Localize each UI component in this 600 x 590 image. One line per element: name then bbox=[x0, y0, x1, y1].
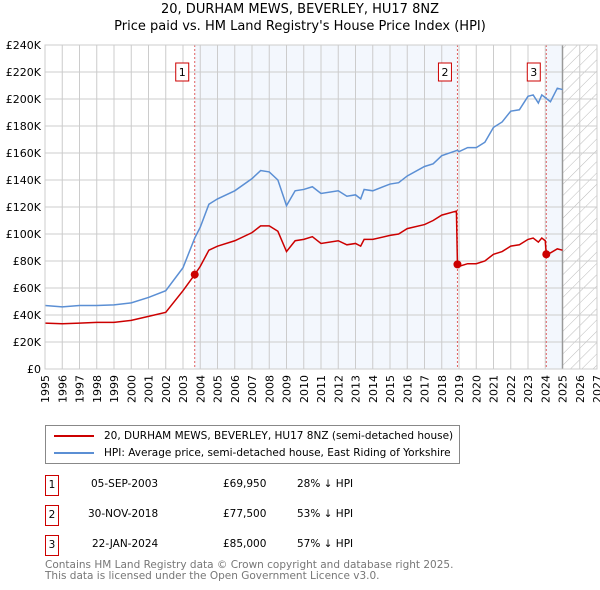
footer-line: This data is licensed under the Open Gov… bbox=[45, 570, 380, 582]
legend-label: 20, DURHAM MEWS, BEVERLEY, HU17 8NZ (sem… bbox=[104, 430, 454, 442]
sale-label-box bbox=[175, 62, 190, 82]
y-tick-label: £160K bbox=[6, 147, 42, 160]
x-tick-label: 2021 bbox=[488, 375, 501, 403]
y-tick-label: £240K bbox=[6, 39, 42, 52]
sale-date: 22-JAN-2024 bbox=[92, 538, 159, 550]
y-tick-label: £40K bbox=[13, 309, 42, 322]
y-tick-label: £20K bbox=[13, 336, 42, 349]
x-tick-label: 2023 bbox=[522, 375, 535, 403]
sale-label: 3 bbox=[530, 66, 537, 79]
x-tick-label: 2001 bbox=[143, 375, 156, 403]
x-tick-label: 2018 bbox=[436, 375, 449, 403]
chart-subtitle: Price paid vs. HM Land Registry's House … bbox=[114, 19, 486, 34]
x-tick-label: 2003 bbox=[177, 375, 190, 403]
x-tick-label: 2002 bbox=[160, 375, 173, 403]
sale-marker-label: 3 bbox=[45, 535, 59, 556]
sale-hpi: 53% ↓ HPI bbox=[297, 508, 354, 520]
x-tick-label: 2019 bbox=[453, 375, 466, 403]
y-tick-label: £80K bbox=[13, 255, 42, 268]
chart-title: 20, DURHAM MEWS, BEVERLEY, HU17 8NZ bbox=[161, 2, 439, 17]
x-tick-label: 2024 bbox=[539, 375, 552, 403]
legend: 20, DURHAM MEWS, BEVERLEY, HU17 8NZ (sem… bbox=[45, 425, 460, 464]
y-tick-label: £180K bbox=[6, 120, 42, 133]
x-tick-label: 1998 bbox=[91, 375, 104, 403]
x-tick-label: 2014 bbox=[367, 375, 380, 403]
sale-point bbox=[190, 270, 199, 279]
footer-line: Contains HM Land Registry data © Crown c… bbox=[45, 559, 454, 571]
y-tick-label: £200K bbox=[6, 93, 42, 106]
sale-row: 1 05-SEP-2003 £69,950 28% ↓ HPI bbox=[45, 475, 465, 496]
x-tick-label: 2010 bbox=[298, 375, 311, 403]
x-tick-label: 2005 bbox=[212, 375, 225, 403]
y-tick-label: £220K bbox=[6, 66, 42, 79]
y-tick-label: £120K bbox=[6, 201, 42, 214]
x-tick-label: 2025 bbox=[557, 375, 570, 403]
x-tick-label: 2004 bbox=[194, 375, 207, 403]
sale-point bbox=[453, 260, 462, 269]
sale-label: 2 bbox=[441, 66, 448, 79]
sale-row: 3 22-JAN-2024 £85,000 57% ↓ HPI bbox=[45, 535, 465, 556]
sale-marker-label: 2 bbox=[45, 505, 59, 526]
footer: Contains HM Land Registry data © Crown c… bbox=[45, 560, 453, 582]
sale-label: 1 bbox=[179, 66, 186, 79]
sale-marker-label: 1 bbox=[45, 475, 59, 496]
y-tick-label: £140K bbox=[6, 174, 42, 187]
x-tick-label: 2007 bbox=[246, 375, 259, 403]
x-tick-label: 2027 bbox=[591, 375, 600, 403]
x-tick-label: 2009 bbox=[281, 375, 294, 403]
x-tick-label: 1997 bbox=[74, 375, 87, 403]
sale-price: £85,000 bbox=[223, 538, 267, 550]
hpi-line bbox=[44, 87, 563, 308]
sale-point bbox=[542, 250, 551, 259]
x-tick-label: 2015 bbox=[384, 375, 397, 403]
x-tick-label: 2006 bbox=[229, 375, 242, 403]
sale-label-box bbox=[437, 62, 452, 82]
x-tick-label: 2000 bbox=[125, 375, 138, 403]
x-tick-label: 2020 bbox=[470, 375, 483, 403]
x-tick-label: 2017 bbox=[419, 375, 432, 403]
sale-price: £69,950 bbox=[223, 478, 267, 490]
x-tick-label: 1996 bbox=[56, 375, 69, 403]
sale-row: 2 30-NOV-2018 £77,500 53% ↓ HPI bbox=[45, 505, 465, 526]
x-tick-label: 1999 bbox=[108, 375, 121, 403]
x-tick-label: 2011 bbox=[315, 375, 328, 403]
x-tick-label: 2026 bbox=[574, 375, 587, 403]
legend-item-property: 20, DURHAM MEWS, BEVERLEY, HU17 8NZ (sem… bbox=[54, 430, 453, 442]
sale-label-box bbox=[526, 62, 541, 82]
sale-hpi: 28% ↓ HPI bbox=[297, 478, 354, 490]
sale-date: 30-NOV-2018 bbox=[88, 508, 159, 520]
y-tick-label: £100K bbox=[6, 228, 42, 241]
plot-border bbox=[44, 44, 598, 370]
sale-hpi: 57% ↓ HPI bbox=[297, 538, 354, 550]
x-tick-label: 2013 bbox=[350, 375, 363, 403]
x-tick-label: 2012 bbox=[332, 375, 345, 403]
x-tick-label: 2008 bbox=[263, 375, 276, 403]
legend-item-hpi: HPI: Average price, semi-detached house,… bbox=[54, 447, 451, 459]
x-tick-label: 2016 bbox=[401, 375, 414, 403]
plot-area: 1995 1996 1997 1998 1999 2000 2001 2002 2003 2004… bbox=[6, 39, 600, 403]
x-tick-label: 2022 bbox=[505, 375, 518, 403]
legend-label: HPI: Average price, semi-detached house,… bbox=[104, 447, 451, 459]
x-tick-label: 1995 bbox=[39, 375, 52, 403]
sale-date: 05-SEP-2003 bbox=[91, 478, 159, 490]
sale-price: £77,500 bbox=[223, 508, 267, 520]
y-tick-label: £0 bbox=[27, 363, 41, 376]
y-tick-label: £60K bbox=[13, 282, 42, 295]
